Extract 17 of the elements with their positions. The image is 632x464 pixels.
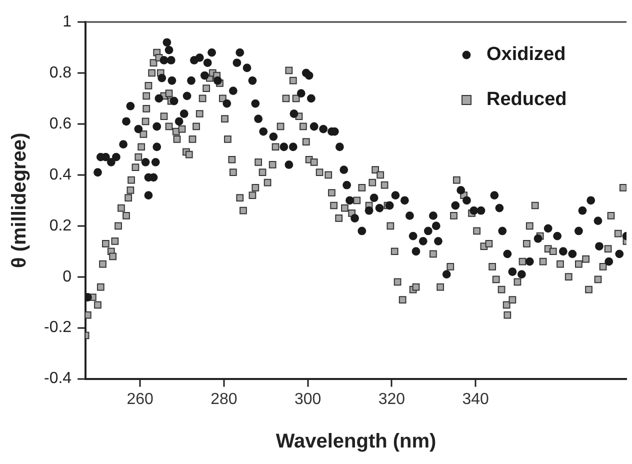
legend-label: Oxidized [486,44,566,66]
x-tick-label: 300 [294,390,322,408]
y-axis-title: θ (millidegree) [8,132,31,268]
y-tick-label: 0 [62,268,72,286]
y-tick-label: -0.4 [44,370,72,388]
legend-label: Reduced [486,89,567,110]
y-tick-label: -0.2 [44,319,72,336]
y-tick-label: 0.8 [49,64,72,82]
y-tick-label: 0.2 [49,217,72,234]
x-tick-label: 340 [462,390,489,408]
y-tick-label: 0.4 [49,166,72,184]
y-tick-label: 1 [62,13,72,30]
x-tick-label: 280 [210,390,238,408]
y-tick-label: 0.6 [49,115,72,132]
x-tick-label: 260 [126,390,154,408]
x-tick-label: 320 [378,390,406,408]
x-axis-title: Wavelength (nm) [276,430,436,453]
